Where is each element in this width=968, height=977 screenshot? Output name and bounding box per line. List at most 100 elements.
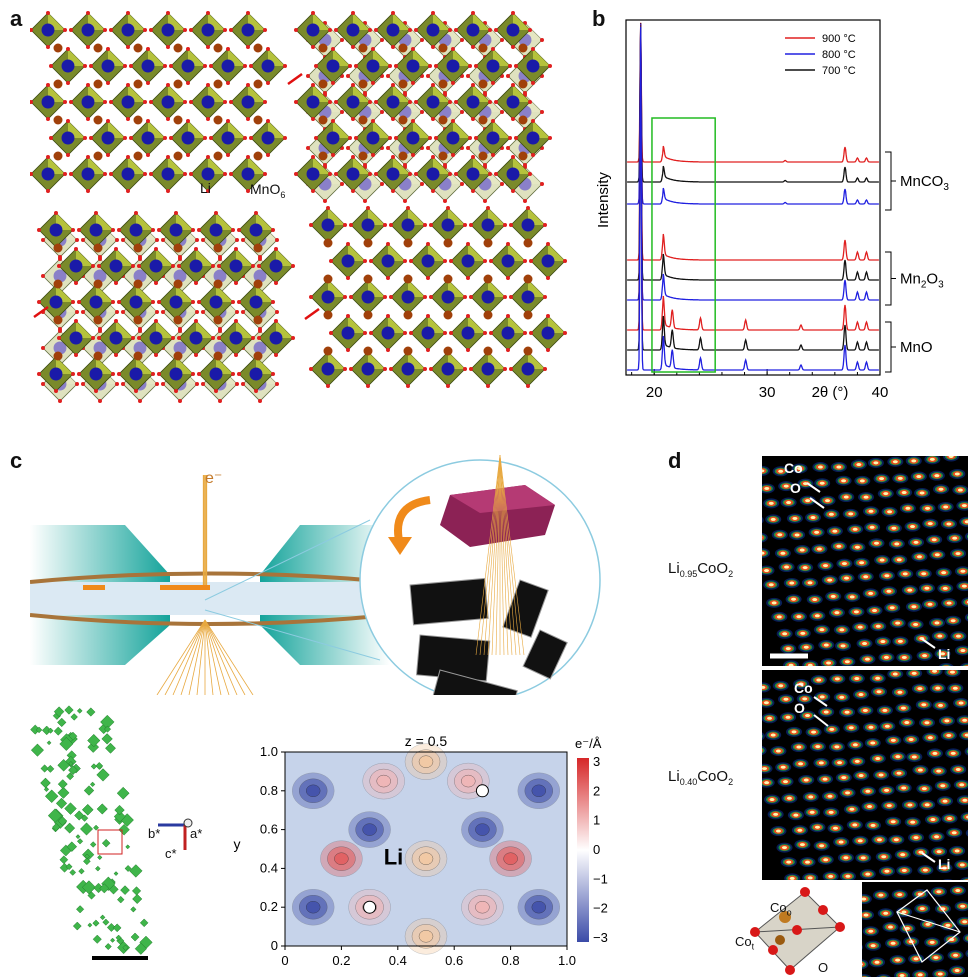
atom-core [893,838,899,842]
li-atom [133,151,143,161]
atom-core [884,788,890,792]
o-atom [194,319,198,323]
atom-core [895,958,901,962]
atom-core [961,504,967,508]
mn-atom [81,167,95,181]
atom-core [845,874,851,878]
o-atom [183,172,187,176]
mn-atom [161,23,175,37]
atom-core [828,810,834,814]
o-atom [511,117,515,121]
sample-top-label: Li0.95CoO2 [668,560,734,579]
atom-green [762,747,765,754]
atom-core [907,588,913,592]
atom-core [964,733,968,737]
atom-core [876,690,882,694]
li-label-top: Li [938,646,951,662]
o-atom [351,45,355,49]
reflection-spot [65,863,73,871]
atom-core [919,491,925,495]
o-atom [369,331,373,335]
atom-core [844,576,850,580]
o-atom [291,336,295,340]
o-atom [448,172,452,176]
o-atom [75,238,79,242]
o-atom [258,399,262,403]
li-atom [133,243,143,253]
o-atom [563,259,567,263]
li-atom [358,79,368,89]
atom-core [767,716,773,720]
o-atom [151,372,155,376]
o-atom [174,211,178,215]
o-atom [426,276,430,280]
o-atom [54,211,58,215]
li-atom [173,79,183,89]
o-atom [540,182,544,186]
li-atom [318,79,328,89]
mn-atom [341,326,355,340]
atom-core [764,781,770,785]
o-atom [98,329,102,333]
o-atom [275,382,279,386]
o-atom [143,28,147,32]
o-atom [157,372,161,376]
o-atom [463,367,467,371]
reflection-spot [118,823,130,836]
map-y-label: y [234,836,241,852]
o-atom [126,83,130,87]
mn-atom [93,341,107,355]
reflection-spot [105,742,116,754]
o-atom [471,189,475,193]
o-atom [191,372,195,376]
atom-core [828,874,834,878]
atom-core [870,944,876,948]
o-atom [266,47,270,51]
o-atom [466,276,470,280]
o-atom [138,257,142,261]
o-atom [246,155,250,159]
o-atom [363,259,367,263]
atom-core [853,610,859,614]
o-atom [408,172,412,176]
o-atom [154,281,158,285]
mn-atom [481,290,495,304]
atom-core [933,956,939,960]
reflection-spot [81,880,96,895]
atom-core [929,457,935,461]
charge-density-map: Li 0 0.2 0.4 0.6 0.8 1.0 0 0.2 0.4 0.6 0.8 1.0 x y z = … [234,733,608,975]
o-atom [454,28,458,32]
mn-atom [129,223,143,237]
density-contour [418,930,434,943]
mn-atom [346,95,360,109]
atom-core [955,889,961,893]
li-atom [518,151,528,161]
mn-atom [141,59,155,73]
mn-atom [406,59,420,73]
atom-red [762,748,764,753]
o-atom [234,353,238,357]
o-atom [254,211,258,215]
o-atom [483,199,487,203]
atom-core [849,807,855,811]
li-atom [53,43,63,53]
o-atom [177,264,181,268]
o-atom [531,81,535,85]
atom-core [897,690,903,694]
o-atom [183,28,187,32]
o-atom [66,153,70,157]
colorbar-tick-label: −2 [593,901,608,916]
o-atom [503,223,507,227]
atom-core [960,649,966,653]
mn-atom [69,259,83,273]
o-atom [394,64,398,68]
atom-core [883,492,889,496]
o-atom [151,228,155,232]
li-atom [363,274,373,284]
o-atom [115,310,119,314]
atom-core [955,767,961,771]
diffraction-frame [502,579,549,638]
o-atom [149,28,153,32]
o-atom [231,228,235,232]
atom-core [938,487,944,491]
